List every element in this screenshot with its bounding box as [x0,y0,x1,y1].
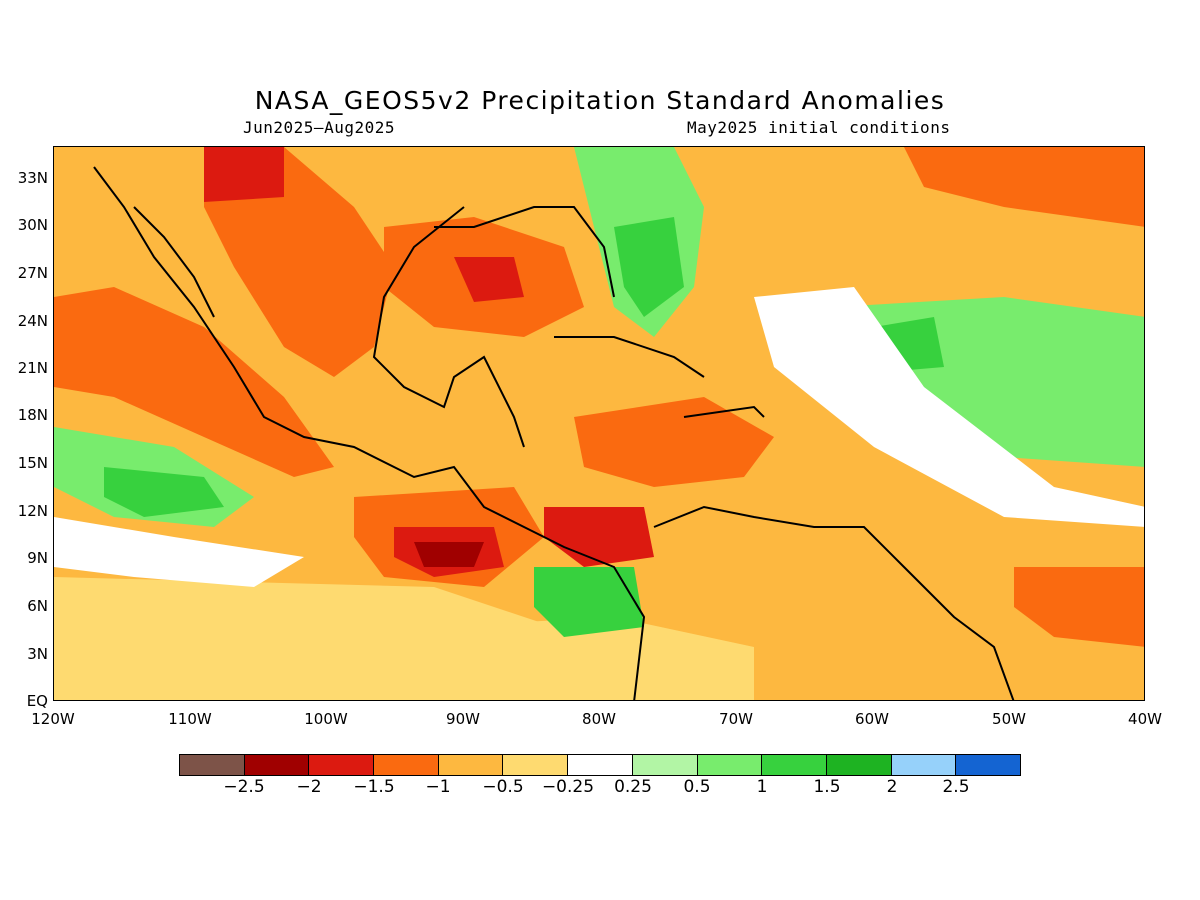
anomaly-map [53,146,1145,701]
lat-label-9n: 9N [27,549,48,567]
lat-label-33n: 33N [17,169,48,187]
colorbar-label-neg2: −2 [296,777,322,797]
colorbar-label-0-25: 0.25 [614,777,652,797]
colombia-wet-patch [534,567,644,637]
lon-label-60w: 60W [855,710,889,728]
colorbar-swatch-6 [568,755,633,775]
lon-label-110w: 110W [168,710,212,728]
colorbar-swatch-4 [438,755,504,775]
colorbar-swatch-9 [762,755,827,775]
lat-label-27n: 27N [17,264,48,282]
pacific-near-normal [54,517,304,587]
colorbar-label-neg0-25: −0.25 [541,777,595,797]
lat-label-21n: 21N [17,359,48,377]
colorbar-label-neg2-5: −2.5 [223,777,265,797]
colorbar-swatch-1 [244,755,310,775]
lon-label-90w: 90W [446,710,480,728]
initial-conditions-subtitle: May2025 initial conditions [687,118,951,137]
lat-label-12n: 12N [17,502,48,520]
lat-label-24n: 24N [17,312,48,330]
epac-deep-anomaly [414,542,484,567]
lat-label-6n: 6N [27,597,48,615]
colorbar-swatch-12 [956,755,1020,775]
lat-label-30n: 30N [17,216,48,234]
colorbar-swatch-5 [503,755,569,775]
colorbar-label-2-5: 2.5 [942,777,970,797]
colorbar-swatch-10 [826,755,892,775]
colorbar-swatch-11 [891,755,957,775]
colorbar-label-neg1-5: −1.5 [353,777,395,797]
lat-label-18n: 18N [17,406,48,424]
near-normal-band [754,287,1144,527]
mexico-west-anomaly [54,287,334,477]
lat-label-15n: 15N [17,454,48,472]
lat-label-eq: EQ [26,692,48,710]
colorbar-swatch-7 [632,755,698,775]
lon-label-50w: 50W [992,710,1026,728]
panama-anomaly [544,507,654,567]
colorbar-swatch-3 [374,755,439,775]
lon-label-40w: 40W [1128,710,1162,728]
colorbar-label-neg0-5: −0.5 [482,777,524,797]
colorbar-label-1: 1 [756,777,768,797]
colorbar-label-1-5: 1.5 [813,777,841,797]
period-subtitle: Jun2025–Aug2025 [243,118,395,137]
lat-label-3n: 3N [27,645,48,663]
pacific-wet-core [104,467,224,517]
anomaly-map-canvas [54,147,1144,700]
southeast-anomaly [1014,567,1144,647]
colorbar-label-2: 2 [886,777,898,797]
bahamas-wet-patch [614,217,684,317]
pacific-light-band-2 [434,617,754,700]
coastlines [93,166,1015,700]
colorbar-swatch-2 [309,755,375,775]
lon-label-80w: 80W [582,710,616,728]
lon-label-120w: 120W [31,710,75,728]
colorbar-label-neg1: −1 [425,777,451,797]
lon-label-100w: 100W [304,710,348,728]
gulf-core-anomaly [454,257,524,302]
map-title: NASA_GEOS5v2 Precipitation Standard Anom… [254,86,946,115]
northeast-anomaly [904,147,1144,227]
colorbar-label-0-5: 0.5 [683,777,711,797]
colorbar [179,754,1021,776]
lon-label-70w: 70W [719,710,753,728]
southwest-us-anomaly [204,147,284,202]
colorbar-swatch-8 [697,755,763,775]
caribbean-anomaly [574,397,774,487]
colorbar-swatch-0 [180,755,245,775]
mexico-north-anomaly [204,147,394,377]
